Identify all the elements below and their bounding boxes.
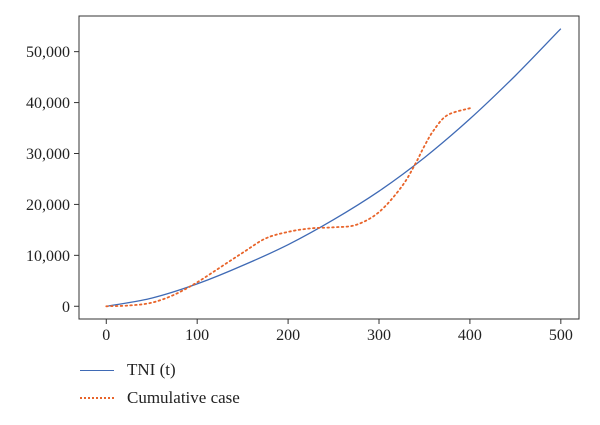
y-tick-label: 20,000 [26,197,70,214]
line-chart: 0 100 200 300 400 500 0 10,000 20,000 30,000 40,0… [26,15,580,344]
x-tick-label: 0 [102,327,110,344]
legend-swatch-tni [80,369,114,371]
x-tick-label: 400 [458,327,482,344]
legend-item-tni: TNI (t) [80,356,240,384]
y-tick-label: 50,000 [26,44,70,61]
legend-label-cumulative: Cumulative case [127,388,240,407]
y-tick-label: 10,000 [26,248,70,265]
legend-item-cumulative: Cumulative case [80,384,240,412]
x-tick-label: 300 [367,327,391,344]
y-axis: 0 10,000 20,000 30,000 40,000 50,000 [26,44,79,316]
legend: TNI (t) Cumulative case [80,356,240,412]
y-tick-label: 30,000 [26,146,70,163]
x-tick-label: 100 [185,327,209,344]
legend-label-tni: TNI (t) [127,360,176,379]
x-tick-label: 500 [549,327,573,344]
series-line-1 [105,107,471,308]
plot-frame [78,15,580,320]
legend-swatch-cumulative [80,397,114,399]
x-tick-label: 200 [276,327,300,344]
x-axis: 0 100 200 300 400 500 [102,319,573,344]
series-line-0 [106,28,562,307]
y-tick-label: 40,000 [26,95,70,112]
y-tick-label: 0 [62,299,70,316]
series-layer [105,28,562,308]
